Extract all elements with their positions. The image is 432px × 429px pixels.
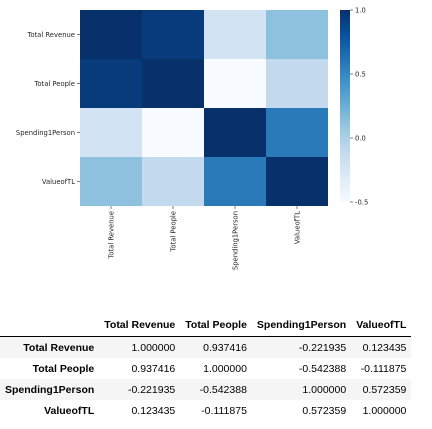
heatmap-cell-spending1person-total-revenue (80, 108, 142, 157)
column-header-spending1person: Spending1Person (251, 313, 352, 337)
heatmap-cell-valueoftl-spending1person (204, 157, 266, 206)
correlation-table: Total Revenue Total People Spending1Person… (0, 313, 412, 422)
table-cell: 0.123435 (131, 404, 176, 417)
table-cell: 1.000000 (131, 341, 176, 354)
column-header-total-people: Total People (180, 313, 252, 337)
table-cell: 0.937416 (203, 341, 247, 354)
heatmap-cell-total-revenue-valueoftl (266, 10, 328, 59)
table-row: Total Revenue 1.000000 0.937416 -0.221935 0.… (0, 336, 412, 358)
heatmap-cell-total-revenue-spending1person (204, 10, 266, 59)
colorbar-tick-label-0-5: 0.5 (355, 71, 366, 79)
colorbar (340, 10, 350, 202)
heatmap-cell-total-people-total-revenue (80, 59, 142, 108)
table-cell: -0.542388 (199, 383, 247, 396)
colorbar-tick-label-1-0: 1.0 (355, 7, 366, 15)
table-cell: -0.111875 (201, 404, 247, 417)
table-cell: 0.572359 (302, 404, 347, 417)
row-header-total-people: Total People (32, 362, 95, 375)
table-header: Total Revenue Total People Spending1Person… (0, 313, 412, 337)
table-row: Spending1Person -0.221935 -0.542388 1.00000… (0, 379, 412, 400)
y-tick-label-valueoftl: ValueofTL (42, 178, 75, 186)
heatmap-cell-total-revenue-total-revenue (80, 10, 142, 59)
row-header-total-revenue: Total Revenue (23, 341, 95, 354)
y-tick-label-spending1person: Spending1Person (16, 129, 75, 137)
heatmap-cell-total-people-valueoftl (266, 59, 328, 108)
colorbar-tick-label-0-5: -0.5 (355, 199, 368, 207)
table-cell: 0.572359 (362, 383, 407, 396)
heatmap-cell-valueoftl-valueoftl (266, 157, 328, 206)
x-tick-label-valueoftl: ValueofTL (294, 211, 302, 244)
x-tick-label-total-revenue: Total Revenue (108, 211, 116, 260)
table-cell: -0.221935 (298, 341, 347, 354)
heatmap-cell-total-people-spending1person (204, 59, 266, 108)
column-header-total-revenue: Total Revenue (99, 313, 181, 337)
column-header-valueoftl: ValueofTL (351, 313, 412, 337)
table-cell: -0.221935 (127, 383, 176, 396)
y-tick-label-total-people: Total People (33, 80, 75, 88)
table-cell: 0.123435 (362, 341, 407, 354)
heatmap-cell-spending1person-valueoftl (266, 108, 328, 157)
y-tick-label-total-revenue: Total Revenue (26, 31, 75, 39)
heatmap-cell-spending1person-total-people (142, 108, 204, 157)
colorbar-tick-label-0-0: 0.0 (355, 135, 366, 143)
table-body: Total Revenue 1.000000 0.937416 -0.221935 0.… (0, 336, 412, 422)
row-header-valueoftl: ValueofTL (44, 404, 95, 417)
table-cell: 1.000000 (302, 383, 347, 396)
heatmap-cell-valueoftl-total-people (142, 157, 204, 206)
table-cell: 0.937416 (131, 362, 176, 375)
heatmap-cell-spending1person-spending1person (204, 108, 266, 157)
heatmap-cell-total-people-total-people (142, 59, 204, 108)
table-cell: 1.000000 (203, 362, 247, 375)
x-tick-label-total-people: Total People (170, 211, 178, 253)
table-row: ValueofTL 0.123435 -0.111875 0.572359 1.0000… (0, 400, 411, 421)
x-tick-label-spending1person: Spending1Person (232, 211, 240, 270)
table-row: Total People 0.937416 1.000000 -0.542388 -0.… (0, 358, 411, 379)
correlation-heatmap: Total Revenue Total People Spending1Person… (16, 7, 368, 271)
table-cell: -0.111875 (360, 362, 407, 375)
table-cell: -0.542388 (298, 362, 347, 375)
table-corner-header (0, 313, 100, 337)
table-cell: 1.000000 (362, 404, 407, 417)
table-header-row: Total Revenue Total People Spending1Person… (0, 313, 412, 337)
heatmap-cell-total-revenue-total-people (142, 10, 204, 59)
heatmap-cell-valueoftl-total-revenue (80, 157, 142, 206)
row-header-spending1person: Spending1Person (5, 383, 95, 396)
